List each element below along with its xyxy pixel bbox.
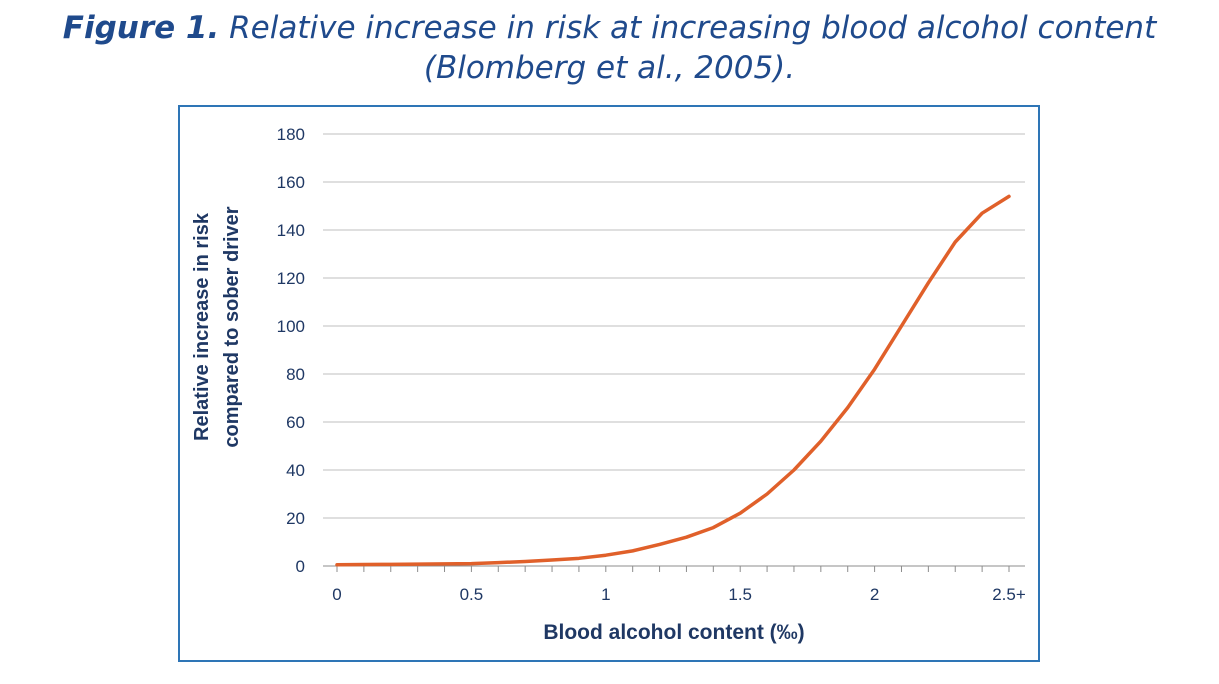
y-tick-label: 80 [286, 365, 305, 384]
figure-caption: Figure 1. Relative increase in risk at i… [0, 8, 1219, 88]
y-axis-label-line: compared to sober driver [221, 206, 243, 447]
figure-title: Relative increase in risk at increasing … [229, 10, 1157, 46]
x-tick-label: 1 [601, 585, 610, 604]
y-tick-label: 140 [277, 221, 305, 240]
y-tick-label: 60 [286, 413, 305, 432]
caption-source: (Blomberg et al., 2005). [423, 50, 796, 86]
caption-line-1: Figure 1. Relative increase in risk at i… [0, 8, 1219, 48]
y-tick-label: 0 [296, 557, 305, 576]
chart-frame: 0 20 40 60 80 100 120 140 160 180 0 0.5 1 1.5 2 2.5+ Blo… [178, 105, 1040, 662]
y-tick-label: 120 [277, 269, 305, 288]
y-tick-label: 100 [277, 317, 305, 336]
line-chart: 0 20 40 60 80 100 120 140 160 180 0 0.5 1 1.5 2 2.5+ Blo… [191, 125, 1026, 644]
x-tick-label: 2 [870, 585, 879, 604]
x-tick-label: 0.5 [460, 585, 484, 604]
y-tick-label: 180 [277, 125, 305, 144]
y-axis-label-line: Relative increase in risk [191, 212, 213, 441]
x-tick-label: 1.5 [728, 585, 752, 604]
y-tick-label: 40 [286, 461, 305, 480]
x-tick-label: 2.5+ [992, 585, 1026, 604]
series-line [335, 194, 1011, 567]
figure-label: Figure 1. [62, 10, 220, 46]
x-tick-label: 0 [332, 585, 341, 604]
y-tick-label: 20 [286, 509, 305, 528]
y-tick-label: 160 [277, 173, 305, 192]
x-axis-label: Blood alcohol content (‰) [543, 621, 804, 644]
